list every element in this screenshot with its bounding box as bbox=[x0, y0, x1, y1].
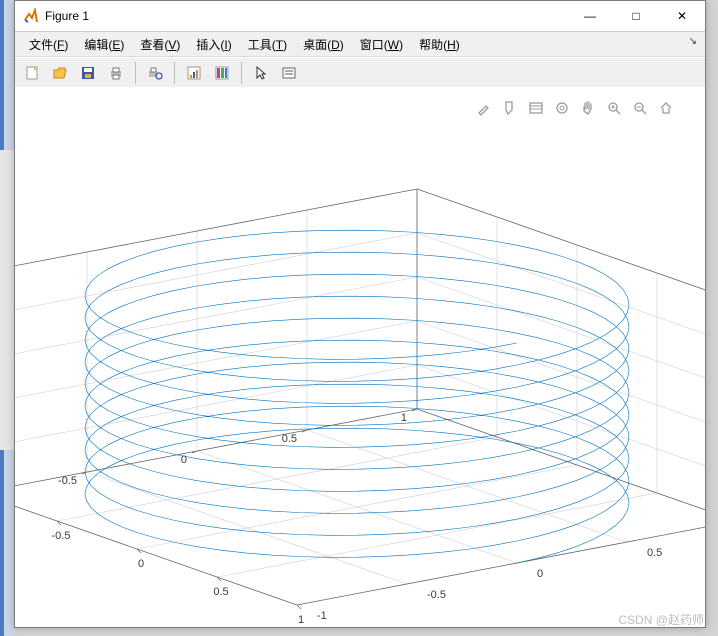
svg-text:0: 0 bbox=[181, 454, 187, 466]
svg-text:1: 1 bbox=[298, 614, 304, 626]
print-preview-button[interactable] bbox=[142, 60, 168, 86]
svg-text:-1: -1 bbox=[317, 610, 327, 622]
menu-v[interactable]: 查看(V) bbox=[132, 33, 188, 56]
menu-e[interactable]: 编辑(E) bbox=[76, 33, 132, 56]
new-figure-button[interactable] bbox=[19, 60, 45, 86]
save-button[interactable] bbox=[75, 60, 101, 86]
toolbar bbox=[15, 57, 705, 89]
colorbar-button[interactable] bbox=[209, 60, 235, 86]
svg-text:-0.5: -0.5 bbox=[427, 589, 446, 601]
plot-area[interactable]: 01020304050-1-0.500.51-1-0.500.51-1-0.50… bbox=[15, 87, 705, 627]
menu-i[interactable]: 插入(I) bbox=[188, 33, 239, 56]
svg-text:0: 0 bbox=[537, 568, 543, 580]
figure-window: Figure 1 — □ ✕ 文件(F)编辑(E)查看(V)插入(I)工具(T)… bbox=[14, 0, 706, 628]
svg-text:-0.5: -0.5 bbox=[58, 475, 77, 487]
menubar: 文件(F)编辑(E)查看(V)插入(I)工具(T)桌面(D)窗口(W)帮助(H)… bbox=[15, 32, 705, 57]
maximize-button[interactable]: □ bbox=[613, 1, 659, 31]
svg-text:1: 1 bbox=[401, 412, 407, 424]
svg-text:0.5: 0.5 bbox=[647, 547, 662, 559]
print-button[interactable] bbox=[103, 60, 129, 86]
menu-t[interactable]: 工具(T) bbox=[240, 33, 295, 56]
watermark: CSDN @赵药师 bbox=[618, 611, 704, 628]
menu-h[interactable]: 帮助(H) bbox=[411, 33, 468, 56]
titlebar[interactable]: Figure 1 — □ ✕ bbox=[15, 1, 705, 32]
svg-text:0.5: 0.5 bbox=[213, 586, 228, 598]
menubar-overflow-icon[interactable]: ↘ bbox=[689, 36, 697, 47]
legend-button[interactable] bbox=[276, 60, 302, 86]
window-title: Figure 1 bbox=[45, 9, 89, 23]
link-plot-button[interactable] bbox=[181, 60, 207, 86]
svg-text:0.5: 0.5 bbox=[282, 433, 297, 445]
menu-f[interactable]: 文件(F) bbox=[21, 33, 76, 56]
menu-d[interactable]: 桌面(D) bbox=[295, 33, 352, 56]
minimize-button[interactable]: — bbox=[567, 1, 613, 31]
matlab-icon bbox=[23, 8, 39, 24]
open-file-button[interactable] bbox=[47, 60, 73, 86]
svg-text:-0.5: -0.5 bbox=[52, 530, 71, 542]
menu-w[interactable]: 窗口(W) bbox=[352, 33, 411, 56]
svg-text:0: 0 bbox=[138, 558, 144, 570]
plot-3d[interactable]: 01020304050-1-0.500.51-1-0.500.51-1-0.50… bbox=[15, 87, 705, 627]
pointer-button[interactable] bbox=[248, 60, 274, 86]
close-button[interactable]: ✕ bbox=[659, 1, 705, 31]
